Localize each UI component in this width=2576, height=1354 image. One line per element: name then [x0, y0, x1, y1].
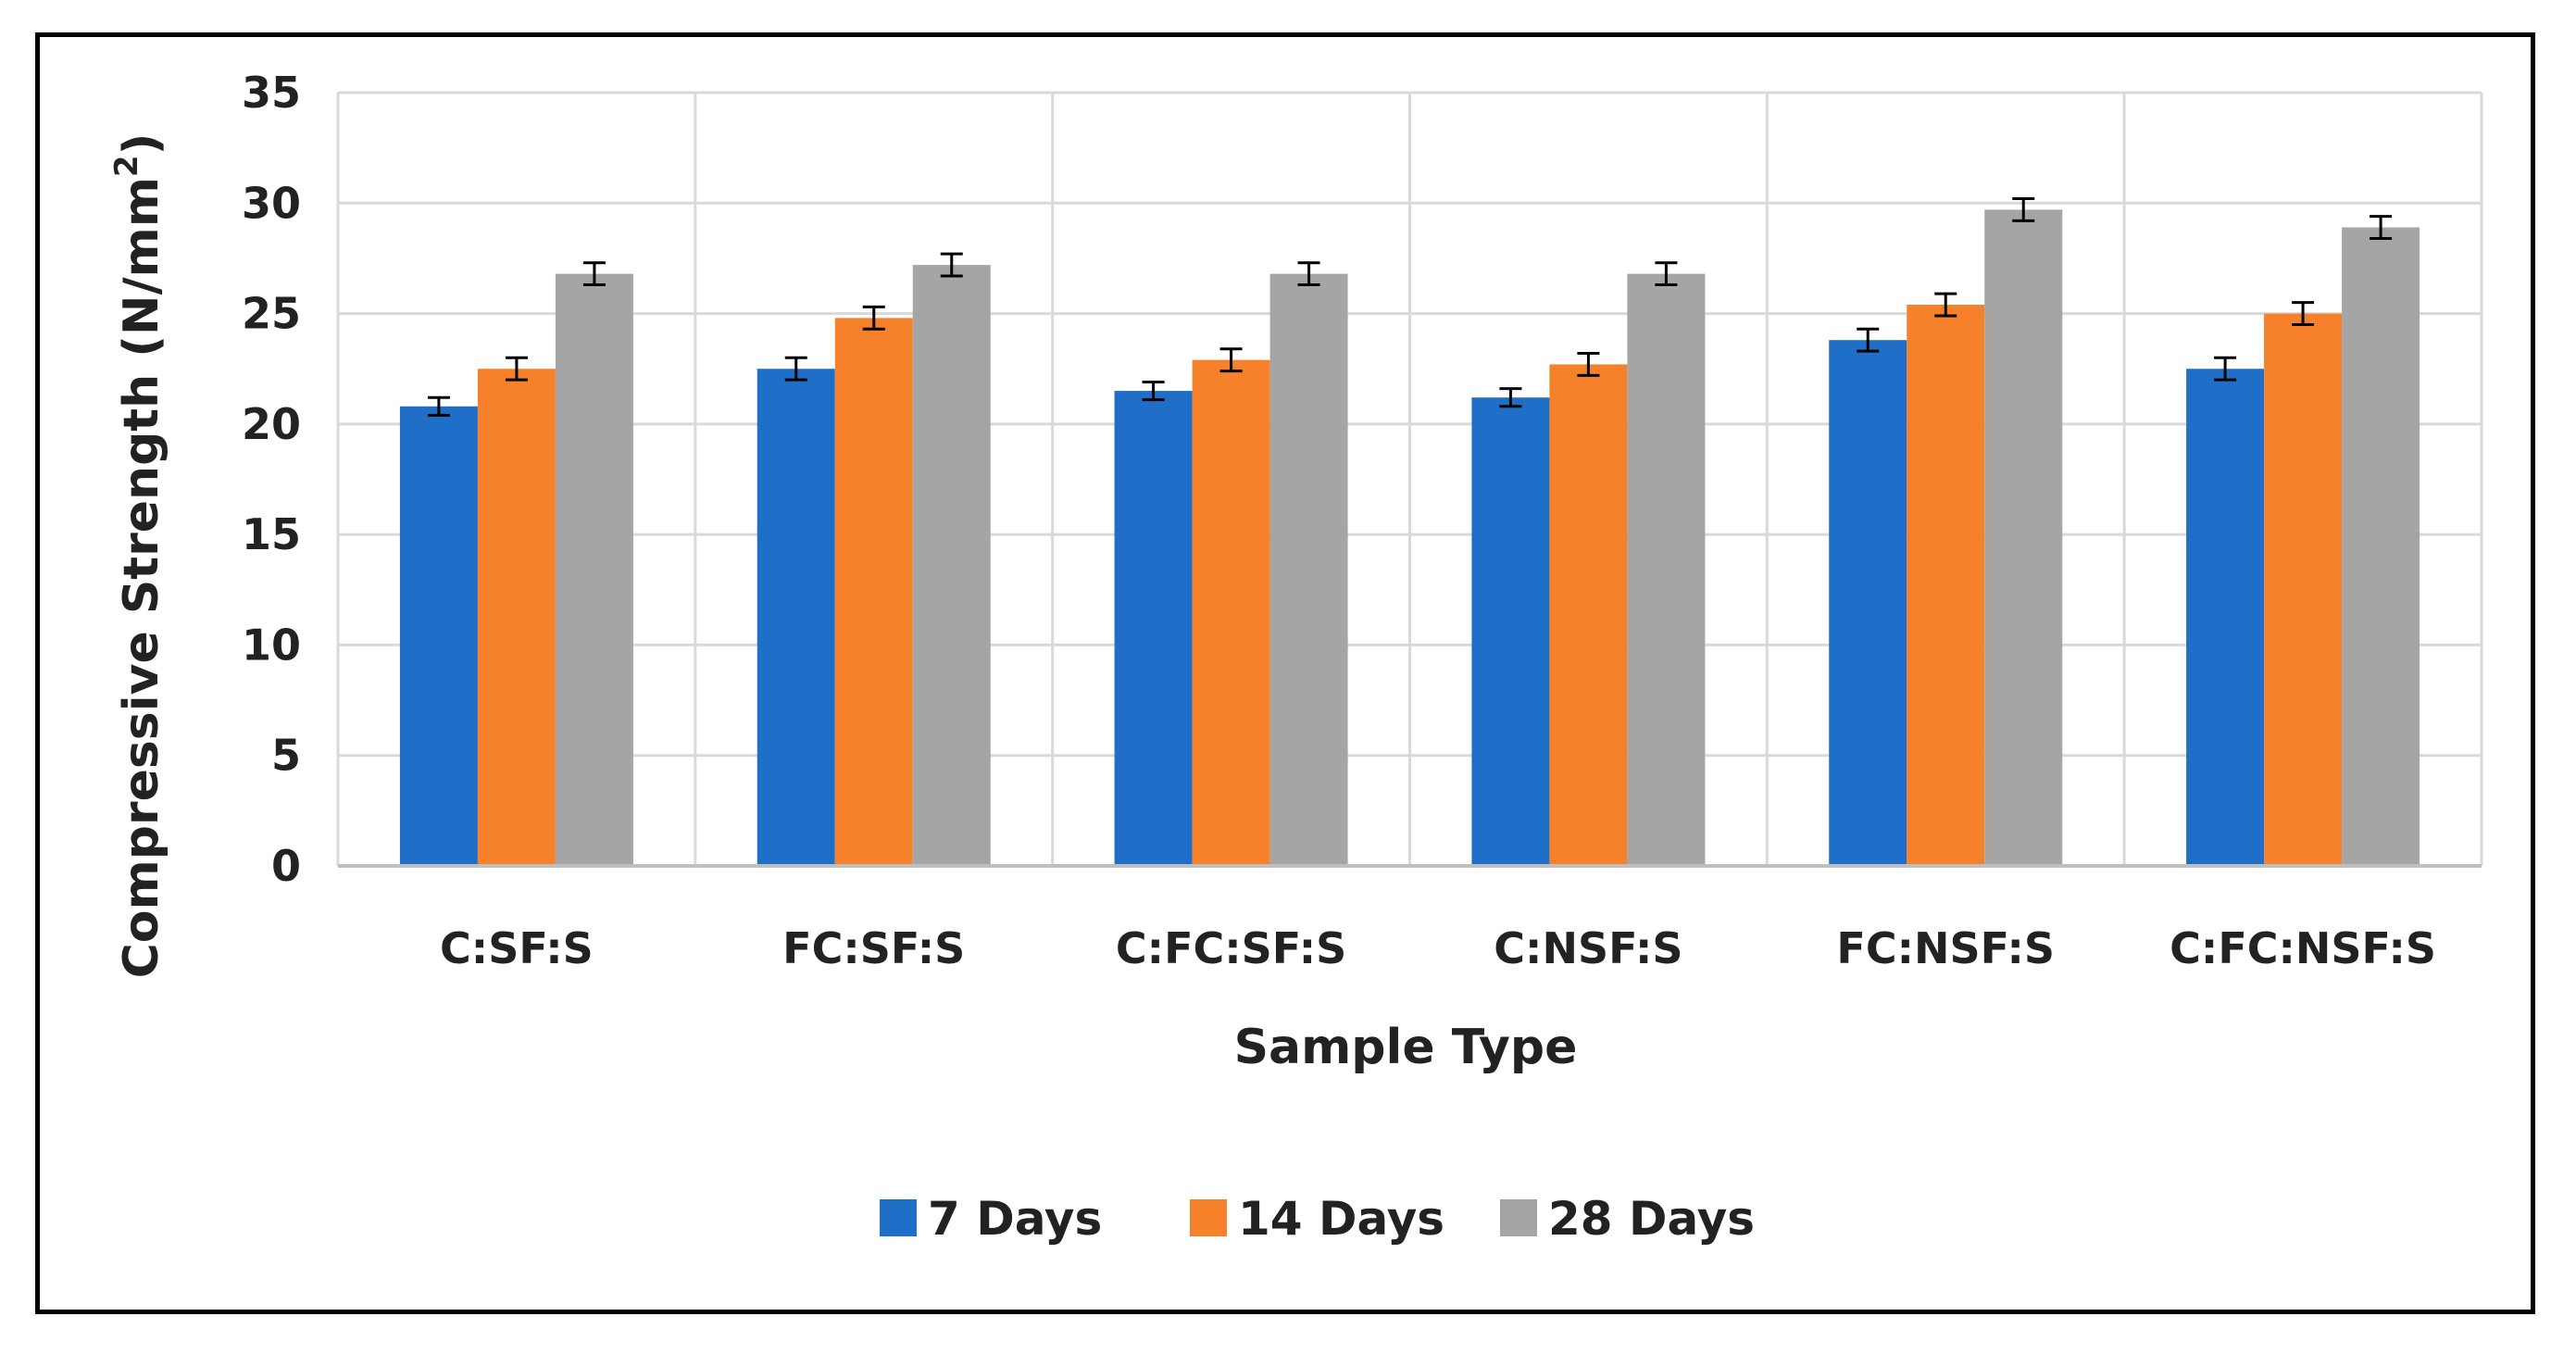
- y-tick-label: 30: [242, 178, 301, 228]
- bar-7-days-2: [1114, 391, 1193, 867]
- x-tick-label: C:FC:NSF:S: [2170, 923, 2436, 973]
- legend: 7 Days 14 Days 28 Days: [880, 1192, 1755, 1246]
- y-tick-label: 20: [242, 399, 301, 449]
- x-tick-label: C:FC:SF:S: [1116, 923, 1346, 973]
- x-tick-label: C:SF:S: [440, 923, 594, 973]
- y-axis-title-superscript: 2: [108, 155, 145, 177]
- bar-14-days-3: [1549, 364, 1628, 866]
- y-tick-label: 35: [242, 68, 301, 118]
- bar-28-days-1: [912, 265, 991, 867]
- legend-label: 28 Days: [1548, 1192, 1755, 1246]
- bar-14-days-0: [477, 369, 556, 866]
- x-axis-title: Sample Type: [1234, 1020, 1578, 1075]
- x-tick-label: FC:SF:S: [782, 923, 965, 973]
- y-tick-label: 25: [242, 289, 301, 339]
- bar-14-days-5: [2264, 313, 2343, 867]
- y-tick-label: 10: [242, 620, 301, 670]
- bar-28-days-5: [2342, 227, 2420, 866]
- bar-7-days-4: [1829, 340, 1907, 866]
- y-axis-title: Compressive Strength (N/mm2): [108, 133, 169, 979]
- y-tick-label: 0: [271, 841, 301, 891]
- bar-14-days-1: [834, 318, 913, 866]
- y-axis-title-close: ): [114, 133, 169, 156]
- legend-label: 7 Days: [928, 1192, 1102, 1246]
- bar-28-days-3: [1627, 273, 1706, 867]
- x-tick-labels: C:SF:S FC:SF:S C:FC:SF:S C:NSF:S FC:NSF:S C:F…: [440, 923, 2436, 973]
- legend-swatch: [880, 1199, 917, 1236]
- bar-14-days-2: [1192, 359, 1270, 867]
- y-tick-label: 15: [242, 509, 301, 559]
- y-tick-label: 5: [271, 731, 301, 781]
- bars: [399, 209, 2420, 867]
- y-tick-labels: 0 5 10 15 20 25 30 35: [242, 68, 301, 891]
- bar-7-days-3: [1471, 397, 1550, 866]
- bar-28-days-0: [555, 273, 633, 867]
- legend-label: 14 Days: [1238, 1192, 1444, 1246]
- x-tick-label: FC:NSF:S: [1836, 923, 2055, 973]
- error-bars: [427, 197, 2393, 417]
- bar-7-days-5: [2186, 369, 2265, 866]
- bar-28-days-2: [1269, 273, 1348, 867]
- bar-7-days-1: [757, 369, 835, 866]
- bar-28-days-4: [1984, 209, 2063, 866]
- legend-swatch: [1190, 1199, 1227, 1236]
- bar-7-days-0: [399, 406, 478, 866]
- y-axis-title-base: Compressive Strength (N/mm: [114, 177, 169, 978]
- gridlines: [336, 91, 2483, 866]
- legend-swatch: [1500, 1199, 1537, 1236]
- x-tick-label: C:NSF:S: [1494, 923, 1682, 973]
- bar-14-days-4: [1907, 305, 1985, 866]
